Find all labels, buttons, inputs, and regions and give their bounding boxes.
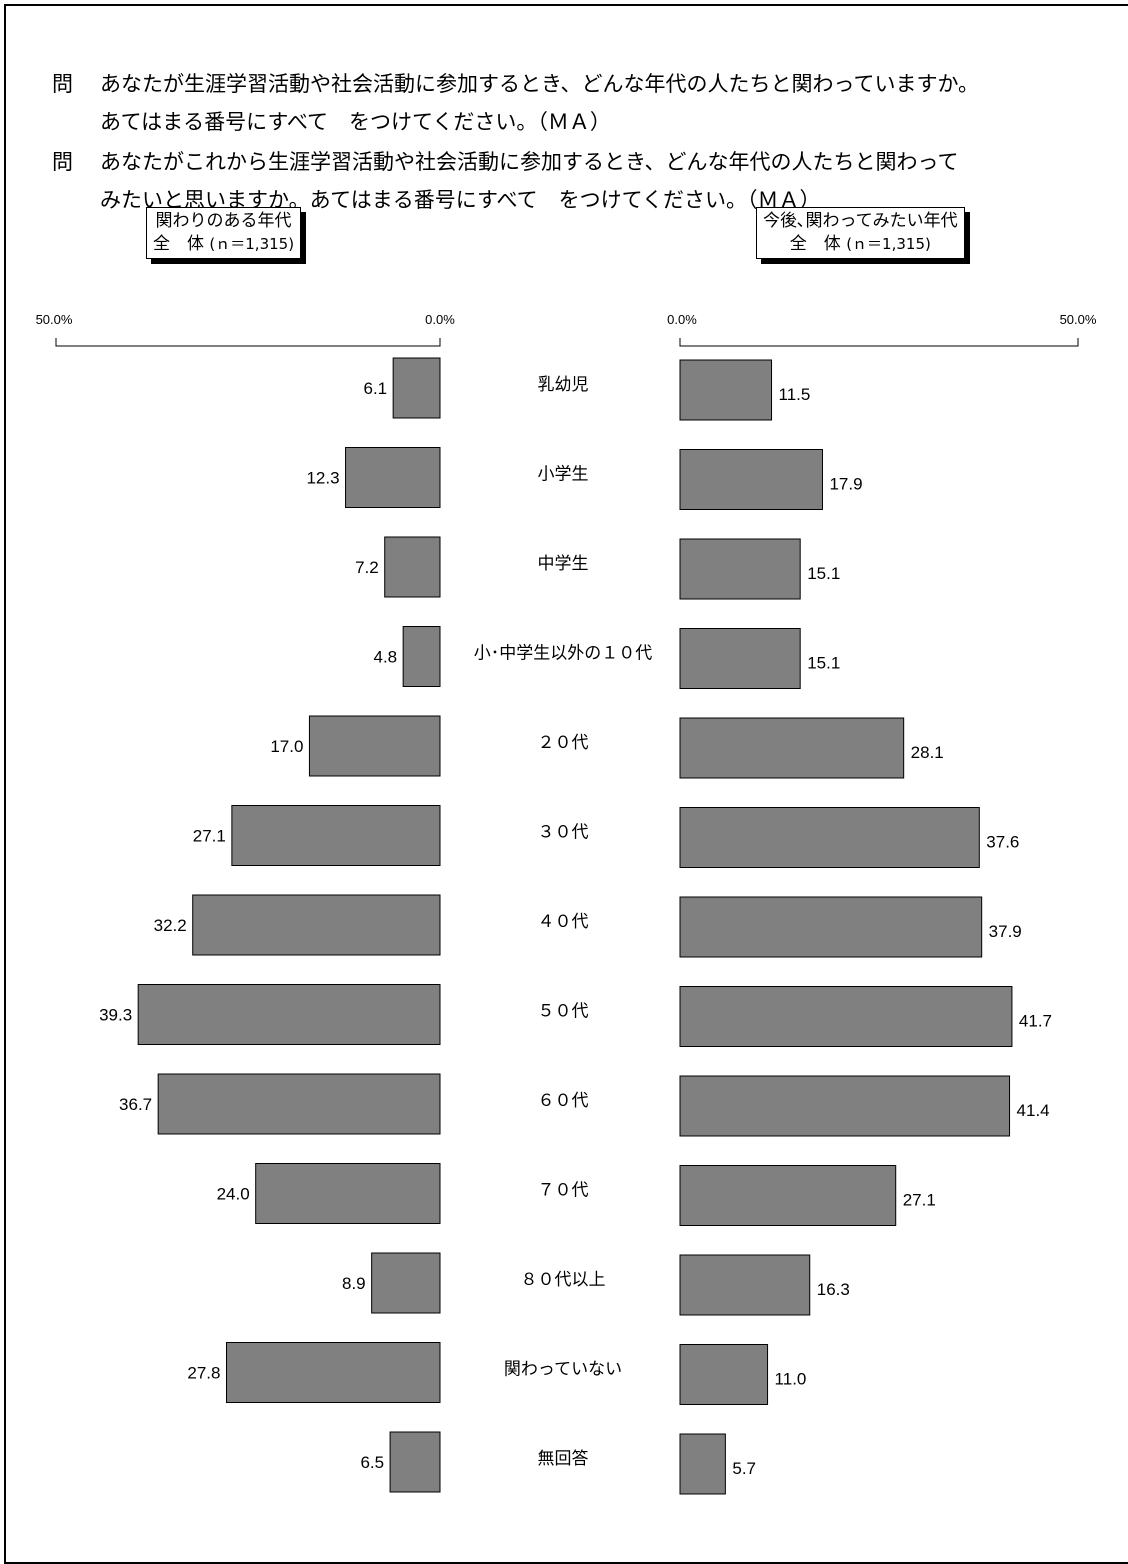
right-legend-sample: 全 体 (ｎ＝1,315) bbox=[763, 233, 958, 256]
question1-line2: あてはまる番号にすべて をつけてください。（ＭＡ） bbox=[100, 110, 611, 134]
left-value-label: 8.9 bbox=[342, 1274, 366, 1293]
left-value-label: 27.1 bbox=[193, 827, 226, 846]
left-bar bbox=[389, 1431, 441, 1493]
category-label: 中学生 bbox=[538, 554, 589, 574]
right-value-label: 15.1 bbox=[807, 654, 840, 673]
left-bar bbox=[308, 715, 441, 777]
right-bar bbox=[679, 986, 1013, 1047]
question2-mark: 問 bbox=[52, 150, 73, 174]
question1-line1: あなたが生涯学習活動や社会活動に参加するとき、どんな年代の人たちと関わっています… bbox=[100, 72, 980, 96]
question1-mark: 問 bbox=[52, 72, 73, 96]
category-label: ２０代 bbox=[538, 733, 589, 753]
left-legend-n: (ｎ＝1,315) bbox=[209, 235, 295, 253]
right-value-label: 11.5 bbox=[779, 385, 811, 404]
left-value-label: 24.0 bbox=[217, 1185, 250, 1204]
right-value-label: 16.3 bbox=[817, 1280, 850, 1299]
category-label: 無回答 bbox=[538, 1449, 589, 1469]
right-value-label: 17.9 bbox=[829, 475, 862, 494]
left-value-label: 4.8 bbox=[373, 648, 397, 667]
category-label: 小学生 bbox=[538, 465, 589, 485]
category-label: 乳幼児 bbox=[538, 375, 589, 395]
butterfly-bar-chart: 50.0% 0.0% 0.0% 50.0% 6.1 11.5 乳幼児 12.3 17.9 小学生… bbox=[36, 312, 1097, 1495]
right-bar bbox=[679, 1433, 726, 1495]
left-value-label: 6.1 bbox=[364, 379, 388, 398]
right-bar bbox=[679, 1075, 1011, 1137]
left-axis-zero-label: 0.0% bbox=[425, 312, 455, 327]
left-bar bbox=[157, 1073, 441, 1135]
right-bar bbox=[679, 538, 801, 600]
question2-line1: あなたがこれから生涯学習活動や社会活動に参加するとき、どんな年代の人たちと関わっ… bbox=[100, 150, 959, 174]
right-axis-zero-label: 0.0% bbox=[667, 312, 697, 327]
left-value-label: 39.3 bbox=[99, 1006, 132, 1025]
right-bar bbox=[679, 359, 773, 421]
left-bar bbox=[137, 984, 441, 1045]
right-value-label: 37.6 bbox=[986, 833, 1019, 852]
right-bar bbox=[679, 896, 983, 958]
category-label: ６０代 bbox=[538, 1091, 589, 1111]
right-bar bbox=[679, 807, 980, 868]
left-bar bbox=[384, 536, 441, 598]
left-value-label: 32.2 bbox=[154, 916, 187, 935]
category-label: ４０代 bbox=[538, 912, 589, 932]
right-value-label: 11.0 bbox=[775, 1370, 807, 1389]
left-bar bbox=[371, 1252, 441, 1314]
right-value-label: 15.1 bbox=[807, 564, 840, 583]
left-bar bbox=[345, 447, 441, 508]
right-legend-n: (ｎ＝1,315) bbox=[846, 235, 931, 253]
left-value-label: 7.2 bbox=[355, 558, 379, 577]
left-value-label: 27.8 bbox=[187, 1364, 220, 1383]
right-bar bbox=[679, 1344, 769, 1405]
left-legend-total: 全 体 bbox=[153, 234, 204, 254]
right-value-label: 41.4 bbox=[1017, 1101, 1050, 1120]
left-value-label: 6.5 bbox=[360, 1453, 384, 1472]
category-label: ８０代以上 bbox=[521, 1270, 606, 1290]
category-label: ３０代 bbox=[538, 823, 589, 843]
left-legend-title: 関わりのある年代 bbox=[155, 211, 292, 231]
category-label: 関わっていない bbox=[504, 1360, 622, 1380]
left-bar bbox=[231, 805, 441, 866]
right-axis-max-label: 50.0% bbox=[1060, 312, 1097, 327]
left-value-label: 36.7 bbox=[119, 1095, 152, 1114]
right-bar bbox=[679, 449, 823, 510]
right-bar bbox=[679, 717, 905, 779]
right-bar bbox=[679, 1254, 811, 1316]
left-legend-sample: 全 体 (ｎ＝1,315) bbox=[153, 233, 294, 256]
left-bar bbox=[392, 357, 441, 419]
right-legend: 今後､関わってみたい年代 全 体 (ｎ＝1,315) bbox=[756, 207, 965, 259]
category-label: ５０代 bbox=[538, 1002, 589, 1022]
left-value-label: 17.0 bbox=[270, 737, 303, 756]
right-value-label: 28.1 bbox=[911, 743, 944, 762]
left-bar bbox=[255, 1163, 441, 1224]
right-value-label: 41.7 bbox=[1019, 1012, 1052, 1031]
left-value-label: 12.3 bbox=[306, 469, 339, 488]
left-axis-line bbox=[55, 338, 441, 347]
left-legend: 関わりのある年代 全 体 (ｎ＝1,315) bbox=[146, 207, 302, 259]
right-value-label: 37.9 bbox=[989, 922, 1022, 941]
right-axis-line bbox=[679, 338, 1079, 347]
category-label: 小･中学生以外の１０代 bbox=[474, 644, 653, 664]
left-axis-max-label: 50.0% bbox=[36, 312, 73, 327]
right-value-label: 5.7 bbox=[732, 1459, 756, 1478]
right-bar bbox=[679, 628, 801, 689]
right-bar bbox=[679, 1165, 897, 1226]
left-bar bbox=[402, 626, 441, 687]
right-legend-total: 全 体 bbox=[789, 234, 841, 254]
left-bar bbox=[192, 894, 441, 956]
right-legend-title: 今後､関わってみたい年代 bbox=[763, 211, 958, 231]
left-bar bbox=[225, 1342, 441, 1403]
right-value-label: 27.1 bbox=[903, 1191, 936, 1210]
category-label: ７０代 bbox=[538, 1181, 589, 1201]
